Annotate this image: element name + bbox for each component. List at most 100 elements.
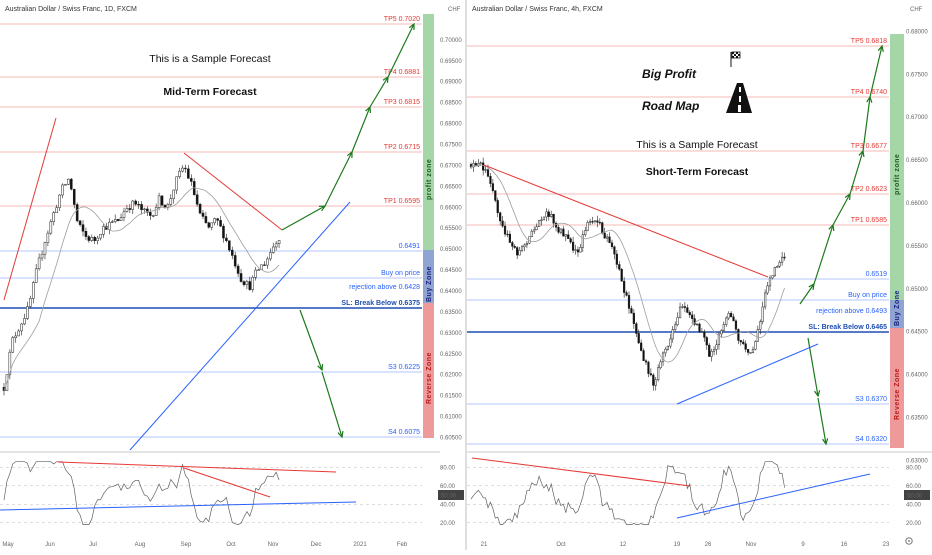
candle-body bbox=[511, 242, 514, 247]
level-label: TP4 0.6740 bbox=[851, 89, 887, 96]
rsi-line bbox=[470, 461, 785, 525]
candle-body bbox=[593, 220, 597, 222]
candle-body bbox=[207, 222, 211, 228]
candle-body bbox=[17, 330, 20, 337]
candle-body bbox=[146, 208, 149, 213]
candle-body bbox=[637, 333, 640, 344]
time-tick-label: Aug bbox=[135, 542, 146, 548]
candle-body bbox=[579, 247, 582, 253]
right-candles bbox=[469, 44, 884, 446]
right-profit-zone-band bbox=[890, 34, 904, 300]
rsi-resistance-trendline bbox=[57, 461, 337, 473]
candle-body bbox=[742, 341, 745, 344]
candle-body bbox=[195, 194, 199, 205]
candle-body bbox=[178, 170, 181, 177]
candle-body bbox=[523, 244, 526, 248]
candle-body bbox=[525, 243, 529, 246]
price-tick-label: 0.64500 bbox=[440, 268, 462, 274]
resistance-trendline bbox=[483, 164, 769, 278]
candle-body bbox=[717, 333, 721, 346]
rsi-tick-label: 20.00 bbox=[906, 521, 922, 527]
candle-body bbox=[204, 216, 208, 224]
price-tick-label: 0.65000 bbox=[906, 287, 928, 293]
candle-body bbox=[239, 273, 243, 282]
right-sample-forecast-note: This is a Sample Forecast bbox=[636, 139, 757, 151]
candle-body bbox=[216, 218, 219, 221]
candle-body bbox=[700, 331, 704, 333]
price-tick-label: 0.69000 bbox=[440, 80, 462, 86]
price-tick-label: 0.63500 bbox=[906, 415, 928, 421]
candle-body bbox=[93, 237, 96, 241]
candle-body bbox=[506, 233, 509, 236]
candle-body bbox=[190, 178, 193, 182]
candle-body bbox=[201, 212, 205, 217]
left-levels: TP5 0.7020 TP4 0.6881 TP3 0.6815 TP2 0.6715… bbox=[0, 16, 422, 438]
level-label: S4 0.6320 bbox=[855, 436, 887, 443]
candle-body bbox=[486, 169, 490, 177]
candle-body bbox=[705, 337, 708, 346]
price-tick-label: 0.67500 bbox=[440, 142, 462, 148]
time-tick-label: Oct bbox=[556, 542, 566, 548]
time-tick-label: Dec bbox=[311, 542, 322, 548]
price-tick-label: 0.67000 bbox=[440, 163, 462, 169]
right-panel-bg bbox=[467, 0, 932, 550]
candle-body bbox=[615, 253, 618, 265]
rsi-resistance-trendline bbox=[471, 457, 691, 487]
candle-body bbox=[46, 232, 50, 243]
candle-body bbox=[749, 352, 752, 354]
candle-body bbox=[712, 349, 716, 352]
price-tick-label: 0.66000 bbox=[440, 205, 462, 211]
candle-body bbox=[734, 320, 738, 330]
rsi-value-text: 50.00 bbox=[907, 494, 923, 500]
candle-body bbox=[754, 341, 757, 350]
forecast-arrow-head bbox=[317, 363, 324, 372]
candle-body bbox=[659, 361, 662, 368]
forecast-arrow bbox=[369, 76, 389, 108]
forecast-arrow bbox=[832, 193, 851, 226]
candle-body bbox=[783, 256, 786, 259]
candle-body bbox=[58, 194, 61, 208]
candle-body bbox=[530, 230, 533, 237]
candle-body bbox=[569, 238, 572, 243]
candle-body bbox=[747, 349, 750, 353]
rsi-tick-label: 40.00 bbox=[440, 502, 456, 508]
candle-body bbox=[213, 218, 216, 224]
candle-body bbox=[110, 221, 114, 223]
candle-body bbox=[172, 189, 176, 199]
candle-body bbox=[96, 237, 99, 241]
forecast-arrow bbox=[849, 150, 864, 195]
candle-body bbox=[678, 306, 682, 318]
time-tick-label: 19 bbox=[674, 542, 681, 548]
level-label: TP1 0.6585 bbox=[851, 217, 887, 224]
right-currency-label: CHF bbox=[910, 7, 923, 13]
candle-body bbox=[589, 221, 592, 223]
candle-body bbox=[84, 231, 88, 237]
candle-body bbox=[623, 280, 626, 293]
gear-icon[interactable] bbox=[905, 537, 913, 545]
price-tick-label: 0.62500 bbox=[440, 352, 462, 358]
candle-body bbox=[233, 255, 237, 267]
candle-body bbox=[540, 219, 543, 221]
time-tick-label: 16 bbox=[841, 542, 848, 548]
candle-body bbox=[469, 164, 473, 168]
candle-body bbox=[671, 329, 674, 340]
price-tick-label: 0.63000 bbox=[906, 458, 928, 464]
candle-body bbox=[669, 338, 672, 347]
level-label: SL: Break Below 0.6375 bbox=[341, 300, 420, 307]
candle-body bbox=[102, 226, 105, 235]
candle-body bbox=[618, 264, 621, 270]
candle-body bbox=[647, 361, 650, 374]
candle-body bbox=[489, 176, 492, 184]
forecast-arrow bbox=[321, 371, 343, 438]
candle-body bbox=[125, 208, 129, 213]
candle-body bbox=[26, 306, 29, 319]
level-label: S3 0.6370 bbox=[855, 396, 887, 403]
candle-body bbox=[703, 331, 706, 338]
candle-body bbox=[72, 188, 76, 205]
candle-body bbox=[482, 162, 485, 171]
time-tick-label: Oct bbox=[226, 542, 236, 548]
candle-body bbox=[37, 257, 41, 270]
candle-body bbox=[725, 317, 728, 325]
